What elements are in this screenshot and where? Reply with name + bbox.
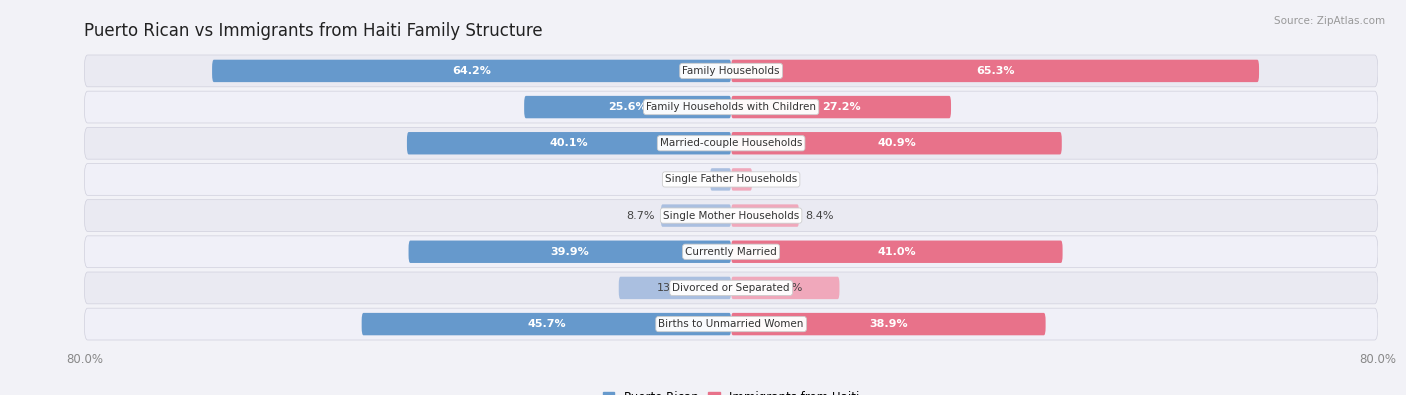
Text: 40.9%: 40.9% <box>877 138 915 148</box>
Text: Single Father Households: Single Father Households <box>665 175 797 184</box>
Text: 8.4%: 8.4% <box>806 211 834 220</box>
Text: Family Households with Children: Family Households with Children <box>647 102 815 112</box>
Text: Divorced or Separated: Divorced or Separated <box>672 283 790 293</box>
Text: 38.9%: 38.9% <box>869 319 908 329</box>
FancyBboxPatch shape <box>731 204 799 227</box>
FancyBboxPatch shape <box>710 168 731 191</box>
FancyBboxPatch shape <box>84 164 1378 196</box>
FancyBboxPatch shape <box>84 308 1378 340</box>
Text: 13.4%: 13.4% <box>768 283 803 293</box>
Text: Single Mother Households: Single Mother Households <box>664 211 799 220</box>
FancyBboxPatch shape <box>84 199 1378 231</box>
FancyBboxPatch shape <box>619 277 731 299</box>
Text: Births to Unmarried Women: Births to Unmarried Women <box>658 319 804 329</box>
FancyBboxPatch shape <box>731 60 1258 82</box>
Text: Family Households: Family Households <box>682 66 780 76</box>
Text: 41.0%: 41.0% <box>877 247 917 257</box>
FancyBboxPatch shape <box>361 313 731 335</box>
FancyBboxPatch shape <box>84 236 1378 268</box>
FancyBboxPatch shape <box>731 313 1046 335</box>
Text: Married-couple Households: Married-couple Households <box>659 138 803 148</box>
Text: 27.2%: 27.2% <box>821 102 860 112</box>
FancyBboxPatch shape <box>84 127 1378 159</box>
FancyBboxPatch shape <box>661 204 731 227</box>
Text: 2.6%: 2.6% <box>759 175 787 184</box>
FancyBboxPatch shape <box>524 96 731 118</box>
Text: 25.6%: 25.6% <box>609 102 647 112</box>
FancyBboxPatch shape <box>731 277 839 299</box>
FancyBboxPatch shape <box>731 168 752 191</box>
Text: 2.6%: 2.6% <box>675 175 703 184</box>
Text: Puerto Rican vs Immigrants from Haiti Family Structure: Puerto Rican vs Immigrants from Haiti Fa… <box>84 22 543 40</box>
FancyBboxPatch shape <box>406 132 731 154</box>
Text: Source: ZipAtlas.com: Source: ZipAtlas.com <box>1274 16 1385 26</box>
Text: 64.2%: 64.2% <box>453 66 491 76</box>
Text: 39.9%: 39.9% <box>551 247 589 257</box>
FancyBboxPatch shape <box>84 91 1378 123</box>
FancyBboxPatch shape <box>409 241 731 263</box>
FancyBboxPatch shape <box>731 241 1063 263</box>
FancyBboxPatch shape <box>84 272 1378 304</box>
Text: 40.1%: 40.1% <box>550 138 588 148</box>
Text: 65.3%: 65.3% <box>976 66 1014 76</box>
FancyBboxPatch shape <box>731 96 950 118</box>
Legend: Puerto Rican, Immigrants from Haiti: Puerto Rican, Immigrants from Haiti <box>599 387 863 395</box>
FancyBboxPatch shape <box>731 132 1062 154</box>
Text: 8.7%: 8.7% <box>626 211 654 220</box>
FancyBboxPatch shape <box>212 60 731 82</box>
Text: 13.9%: 13.9% <box>657 283 693 293</box>
FancyBboxPatch shape <box>84 55 1378 87</box>
Text: Currently Married: Currently Married <box>685 247 778 257</box>
Text: 45.7%: 45.7% <box>527 319 565 329</box>
